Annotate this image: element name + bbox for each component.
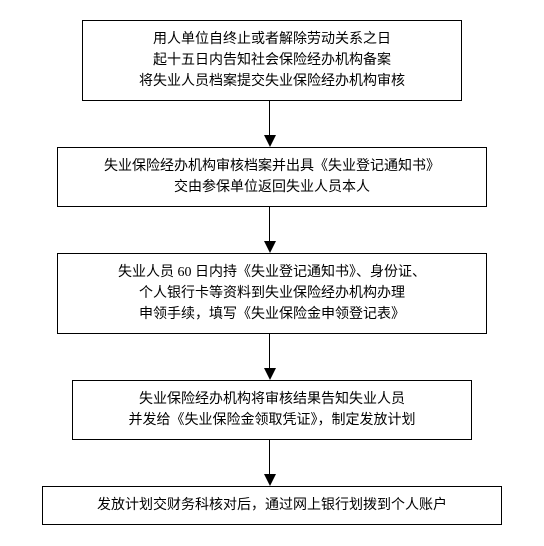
node-line: 发放计划交财务科核对后，通过网上银行划拨到个人账户 xyxy=(57,495,487,516)
node-line: 将失业人员档案提交失业保险经办机构审核 xyxy=(97,71,447,92)
node-line: 用人单位自终止或者解除劳动关系之日 xyxy=(97,29,447,50)
flowchart: 用人单位自终止或者解除劳动关系之日 起十五日内告知社会保险经办机构备案 将失业人… xyxy=(20,20,524,525)
arrow-line xyxy=(269,101,271,135)
node-line: 失业人员 60 日内持《失业登记通知书》、身份证、 xyxy=(72,262,472,283)
arrow-head-icon xyxy=(264,135,276,147)
node-line: 失业保险经办机构将审核结果告知失业人员 xyxy=(87,389,457,410)
node-line: 失业保险经办机构审核档案并出具《失业登记通知书》 xyxy=(72,156,472,177)
arrow-line xyxy=(269,334,271,368)
flow-node-2: 失业保险经办机构审核档案并出具《失业登记通知书》 交由参保单位返回失业人员本人 xyxy=(57,147,487,207)
flow-arrow xyxy=(269,207,276,253)
node-line: 个人银行卡等资料到失业保险经办机构办理 xyxy=(72,283,472,304)
node-line: 申领手续，填写《失业保险金申领登记表》 xyxy=(72,304,472,325)
arrow-head-icon xyxy=(264,241,276,253)
flow-node-4: 失业保险经办机构将审核结果告知失业人员 并发给《失业保险金领取凭证》，制定发放计… xyxy=(72,380,472,440)
flow-node-1: 用人单位自终止或者解除劳动关系之日 起十五日内告知社会保险经办机构备案 将失业人… xyxy=(82,20,462,101)
arrow-head-icon xyxy=(264,474,276,486)
flow-arrow xyxy=(269,101,276,147)
node-line: 起十五日内告知社会保险经办机构备案 xyxy=(97,50,447,71)
flow-arrow xyxy=(269,440,276,486)
flow-arrow xyxy=(269,334,276,380)
node-line: 并发给《失业保险金领取凭证》，制定发放计划 xyxy=(87,410,457,431)
node-line: 交由参保单位返回失业人员本人 xyxy=(72,177,472,198)
arrow-line xyxy=(269,207,271,241)
flow-node-5: 发放计划交财务科核对后，通过网上银行划拨到个人账户 xyxy=(42,486,502,525)
flow-node-3: 失业人员 60 日内持《失业登记通知书》、身份证、 个人银行卡等资料到失业保险经… xyxy=(57,253,487,334)
arrow-line xyxy=(269,440,271,474)
arrow-head-icon xyxy=(264,368,276,380)
